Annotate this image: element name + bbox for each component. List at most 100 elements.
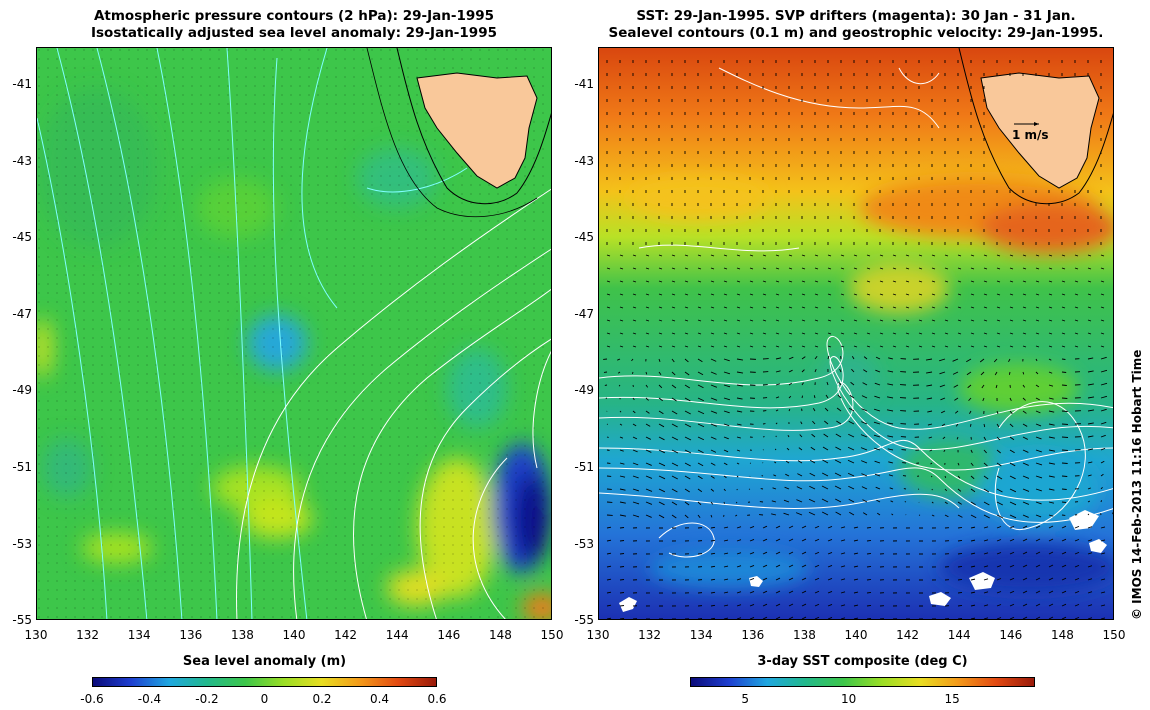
x-tick-label: 134 (689, 628, 713, 642)
velocity-vector (840, 267, 845, 270)
y-tick-label: -43 (12, 153, 32, 168)
velocity-vector (1009, 397, 1012, 401)
velocity-vector (1087, 267, 1092, 270)
velocity-vector (775, 616, 781, 619)
velocity-vector (1022, 577, 1028, 581)
velocity-vector (684, 254, 689, 257)
velocity-vector (834, 472, 842, 477)
velocity-vector (1022, 616, 1028, 619)
velocity-vector (749, 538, 755, 542)
velocity-vector (784, 486, 790, 490)
velocity-vector (851, 368, 855, 373)
velocity-vector (983, 254, 988, 257)
velocity-vector (632, 436, 638, 440)
velocity-vector (1048, 345, 1053, 348)
velocity-vector (862, 499, 868, 503)
velocity-vector (736, 617, 742, 619)
velocity-vector (955, 423, 959, 427)
velocity-vector (645, 280, 650, 283)
velocity-vector (983, 617, 989, 619)
velocity-vector (874, 447, 881, 451)
velocity-vector (671, 475, 678, 480)
y-tick-label: -47 (12, 306, 32, 321)
velocity-vector (645, 306, 650, 309)
colorbar-tick-label: -0.2 (195, 692, 219, 706)
velocity-vector (723, 306, 728, 309)
velocity-vector (957, 526, 963, 529)
velocity-vector (723, 449, 729, 453)
velocity-vector (606, 552, 612, 555)
velocity-vector (905, 306, 910, 309)
velocity-vector (775, 551, 781, 555)
velocity-vector (775, 538, 781, 542)
velocity-vector (983, 565, 989, 568)
velocity-vector (853, 345, 858, 348)
velocity-vector (619, 319, 624, 322)
velocity-vector (1009, 538, 1015, 542)
velocity-vector (619, 488, 626, 491)
velocity-vector (1061, 590, 1067, 594)
velocity-vector (723, 410, 730, 414)
velocity-vector (970, 501, 976, 506)
velocity-vector (1009, 410, 1013, 415)
velocity-vector (996, 488, 1003, 493)
velocity-vector (827, 319, 832, 322)
y-tick-label: -47 (574, 306, 594, 321)
velocity-vector (606, 254, 611, 257)
velocity-vector (762, 616, 768, 619)
y-tick-label: -55 (12, 613, 32, 628)
velocity-vector (1035, 551, 1041, 555)
velocity-vector (983, 306, 988, 309)
velocity-vector (966, 371, 972, 376)
velocity-vector (1009, 345, 1014, 348)
velocity-vector (970, 475, 975, 480)
velocity-vector (749, 616, 755, 619)
velocity-vector (905, 280, 910, 283)
velocity-vector (839, 368, 842, 373)
velocity-vector (827, 565, 833, 568)
velocity-vector (827, 345, 832, 348)
velocity-vector (996, 604, 1002, 607)
velocity-vector (788, 369, 793, 373)
velocity-vector (944, 254, 949, 257)
velocity-vector (788, 408, 791, 412)
velocity-vector (944, 501, 948, 505)
velocity-vector (1087, 474, 1092, 477)
velocity-vector (1035, 590, 1041, 594)
velocity-vector (645, 371, 648, 375)
velocity-vector (835, 446, 842, 451)
y-tick-label: -51 (574, 460, 594, 474)
y-tick-label: -55 (574, 613, 594, 628)
velocity-vector (1022, 371, 1025, 375)
velocity-vector (710, 526, 716, 529)
velocity-vector (1048, 603, 1054, 607)
velocity-vector (1100, 526, 1106, 529)
velocity-vector (996, 501, 1004, 506)
velocity-vector (812, 407, 816, 412)
velocity-vector (827, 267, 832, 270)
velocity-vector (671, 358, 675, 363)
velocity-vector (1074, 590, 1080, 594)
velocity-vector (866, 267, 871, 270)
velocity-vector (619, 475, 626, 478)
velocity-vector (684, 436, 692, 441)
velocity-vector (1035, 525, 1041, 529)
velocity-vector (796, 499, 803, 503)
velocity-vector (710, 254, 715, 257)
velocity-vector (1022, 514, 1029, 518)
velocity-vector (619, 293, 624, 296)
velocity-vector (606, 617, 612, 619)
x-tick-label: 146 (437, 628, 461, 642)
velocity-vector (658, 501, 665, 506)
velocity-vector (1009, 616, 1015, 619)
velocity-vector (1048, 410, 1055, 413)
velocity-vector (926, 384, 933, 387)
velocity-vector (710, 604, 716, 607)
velocity-vector (788, 616, 794, 619)
velocity-vector (887, 448, 894, 451)
velocity-vector (1035, 577, 1041, 581)
velocity-vector (847, 472, 855, 477)
velocity-vector (710, 423, 717, 427)
velocity-vector (892, 280, 897, 283)
velocity-vector (957, 539, 963, 542)
